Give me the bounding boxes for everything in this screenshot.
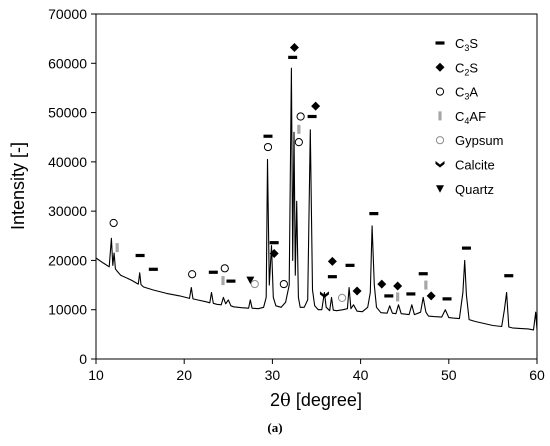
x-axis-title-prefix: 2 [270,390,280,410]
y-tick-label: 20000 [48,252,87,268]
phase-marker-diamond [352,286,362,296]
phase-marker-diamond [289,43,299,53]
phase-marker-dash [369,212,379,216]
phase-marker-open-circle [109,218,118,228]
series-line-1 [95,67,538,331]
phase-marker-open-circle [296,112,305,121]
phase-marker-dash [288,55,298,59]
phase-marker-gray-bar [396,292,400,302]
phase-marker-diamond [311,101,321,111]
legend-label-c3a: C3A [455,85,478,102]
phase-markers [109,43,514,302]
legend-marker-calcite [435,161,445,168]
x-tick-label: 60 [529,367,545,383]
phase-marker-diamond [269,249,279,259]
legend-marker-c3a [435,87,445,96]
phase-marker-open-circle [294,138,303,147]
legend-label-gypsum: Gypsum [455,133,503,148]
legend-label-calcite: Calcite [455,158,495,173]
x-axis-title-suffix: [degree] [291,390,362,410]
phase-marker-gray-bar [115,243,119,253]
legend-label-c2s: C2S [455,60,478,77]
figure-caption: (a) [267,420,283,435]
x-axis-title: 2θ [degree] [270,390,362,411]
phase-marker-dash [208,270,218,274]
phase-marker-gray-circle [337,293,347,302]
y-tick-label: 40000 [48,154,87,170]
legend-marker-c3s [435,41,445,45]
x-tick-label: 50 [441,367,457,383]
legend-marker-gypsum [435,136,445,145]
y-tick-label: 70000 [48,6,87,22]
x-tick-label: 40 [353,367,369,383]
axes: 10 20 30 40 50 60 0 10000 20000 30000 40000 50000 60… [48,6,545,383]
legend: C3S C2S C3A C4AF Gypsum Calcite Quartz [435,36,503,197]
phase-marker-triangle-down [246,276,255,285]
legend-label-c3s: C3S [455,36,478,53]
x-axis-title-theta: θ [280,390,291,411]
phase-marker-chevron [319,291,329,298]
phase-marker-gray-bar [297,124,301,134]
phase-marker-diamond [327,256,337,266]
legend-label-c4af: C4AF [455,109,486,126]
x-tick-label: 30 [265,367,281,383]
y-tick-label: 50000 [48,105,87,121]
legend-marker-c4af [438,111,442,121]
phase-marker-dash [384,294,394,298]
phase-marker-dash [327,275,337,279]
y-tick-label: 0 [79,351,87,367]
phase-marker-diamond [377,279,387,289]
x-tick-label: 10 [88,367,104,383]
phase-marker-dash [263,134,273,138]
phase-marker-diamond [393,281,403,291]
phase-marker-open-circle [220,264,229,273]
legend-marker-c2s [435,62,445,72]
y-tick-label: 30000 [48,203,87,219]
phase-marker-dash [345,263,355,267]
phase-marker-diamond [426,291,436,301]
phase-marker-gray-bar [424,280,428,290]
phase-marker-open-circle [188,270,197,279]
y-axis-title: Intensity [-] [8,142,28,230]
phase-marker-dash [148,267,158,271]
phase-marker-open-circle [263,142,273,152]
phase-marker-dash [135,253,145,258]
phase-marker-gray-circle [250,279,259,289]
phase-marker-dash [504,274,514,278]
phase-marker-dash [461,246,471,250]
y-tick-label: 10000 [48,302,87,318]
plot-frame [95,13,538,360]
x-tick-label: 20 [176,367,192,383]
phase-marker-dash [406,292,416,296]
phase-marker-open-circle [279,279,288,289]
phase-marker-dash [418,272,428,276]
plot-area [95,67,538,331]
phase-marker-dash [226,279,236,283]
legend-marker-quartz [436,185,444,193]
phase-marker-gray-bar [221,276,225,286]
y-tick-label: 60000 [48,55,87,71]
phase-marker-dash [442,297,452,301]
phase-marker-dash [307,114,317,119]
phase-marker-dash [269,241,279,245]
legend-label-quartz: Quartz [455,182,494,197]
